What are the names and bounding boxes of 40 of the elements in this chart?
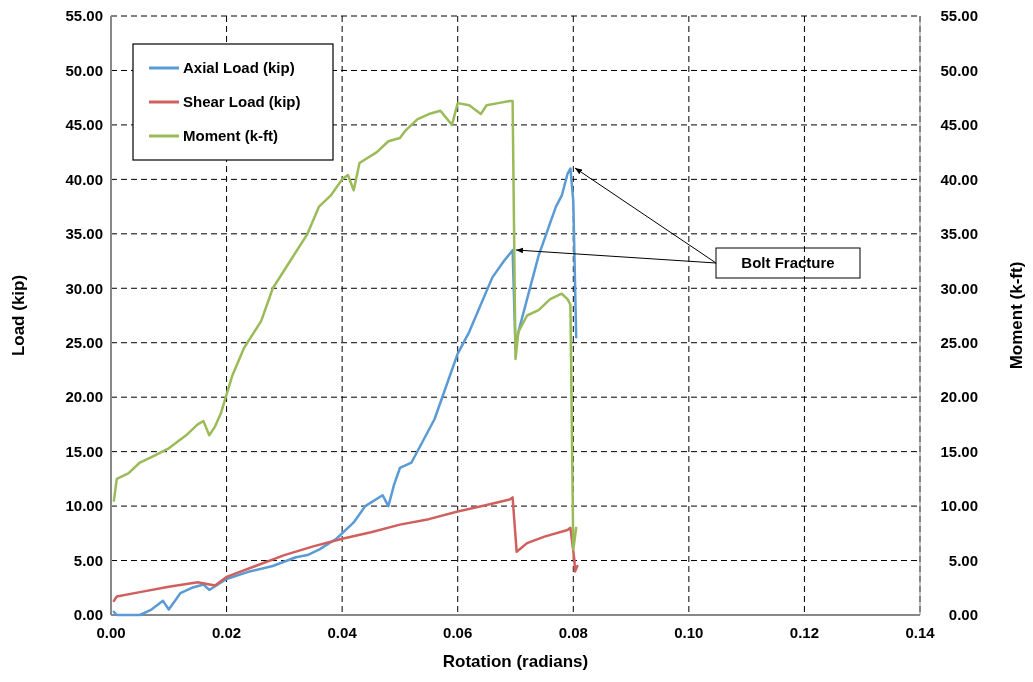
- y2-tick-label: 5.00: [948, 551, 978, 569]
- y2-tick-label: 0.00: [948, 606, 978, 624]
- x-tick-label: 0.14: [905, 624, 936, 641]
- y-tick-label: 50.00: [65, 61, 103, 79]
- x-tick-label: 0.02: [211, 624, 242, 641]
- y2-tick-label: 35.00: [940, 225, 978, 243]
- y-tick-label: 10.00: [65, 497, 103, 515]
- y2-tick-label: 55.00: [940, 7, 978, 25]
- y-tick-label: 20.00: [65, 388, 103, 406]
- y-tick-label: 30.00: [65, 279, 103, 297]
- y-axis-title: Load (kip): [9, 274, 28, 357]
- y-tick-label: 15.00: [65, 442, 103, 460]
- y-tick-label: 0.00: [73, 606, 103, 624]
- y-tick-label: 40.00: [65, 170, 103, 188]
- y2-tick-label: 10.00: [940, 497, 978, 515]
- annotation: Bolt Fracture: [741, 254, 835, 272]
- y-tick-label: 45.00: [65, 116, 103, 134]
- y2-tick-label: 15.00: [940, 442, 978, 460]
- x-axis-title: Rotation (radians): [442, 652, 589, 671]
- y-tick-label: 55.00: [65, 7, 103, 25]
- y2-tick-label: 50.00: [940, 61, 978, 79]
- legend-label: Axial Load (kip): [183, 59, 295, 77]
- legend-label: Shear Load (kip): [183, 93, 301, 111]
- legend-label: Moment (k-ft): [183, 127, 278, 145]
- y2-tick-label: 30.00: [940, 279, 978, 297]
- y2-tick-label: 40.00: [940, 170, 978, 188]
- y2-tick-label: 25.00: [940, 333, 978, 351]
- x-tick-label: 0.00: [96, 624, 126, 641]
- y-tick-label: 25.00: [65, 333, 103, 351]
- x-tick-label: 0.08: [558, 624, 588, 641]
- line-series: [112, 496, 579, 603]
- y-tick-label: 5.00: [73, 551, 103, 569]
- x-tick-label: 0.06: [443, 624, 473, 641]
- x-tick-label: 0.12: [789, 624, 820, 641]
- y2-tick-label: 20.00: [940, 388, 978, 406]
- y2-tick-label: 45.00: [940, 116, 978, 134]
- x-tick-label: 0.10: [674, 624, 704, 641]
- y-tick-label: 35.00: [65, 225, 103, 243]
- y2-axis-title: Moment (k-ft): [1007, 261, 1026, 370]
- x-tick-label: 0.04: [327, 624, 358, 641]
